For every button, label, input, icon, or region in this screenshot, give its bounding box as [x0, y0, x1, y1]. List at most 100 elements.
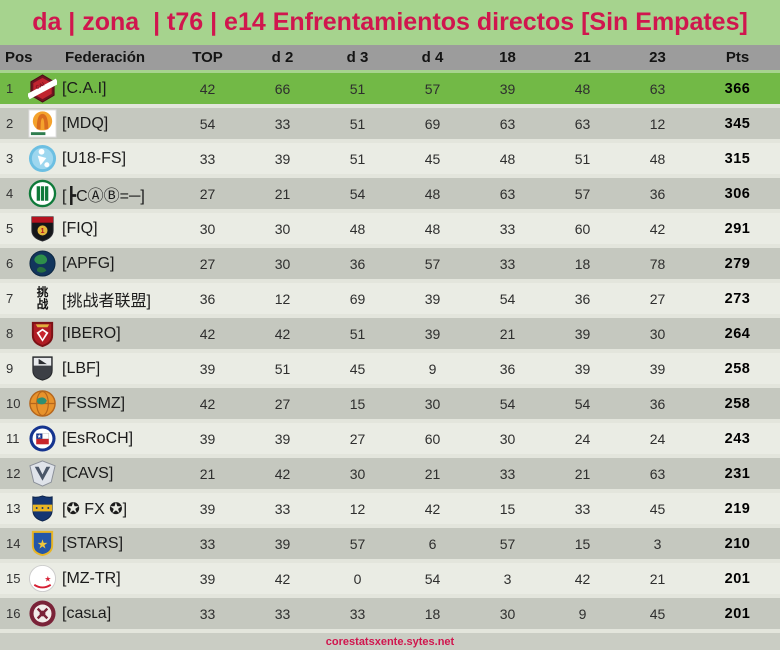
stat-cell: 21 — [199, 465, 216, 482]
table-row: 13 [✪ FX ✪] 39 33 12 42 15 33 45 219 — [0, 493, 780, 528]
stat-cell: 48 — [424, 220, 441, 237]
position-cell: 10 — [6, 396, 21, 411]
federation-name: [MDQ] — [62, 114, 109, 132]
footer-link[interactable]: corestatsxente.sytes.net — [325, 635, 455, 648]
stat-cell: 57 — [499, 535, 516, 552]
stat-cell: 54 — [424, 570, 441, 587]
points-cell: 201 — [724, 570, 751, 587]
federation-name: [U18-FS] — [62, 149, 127, 167]
stat-cell: 51 — [349, 115, 366, 132]
position-cell: 7 — [6, 291, 14, 306]
points-cell: 366 — [724, 80, 751, 97]
position-cell: 12 — [6, 466, 21, 481]
table-row: 12 [CAVS] 21 42 30 21 33 21 63 231 — [0, 458, 780, 493]
ibero-crest-icon — [24, 319, 60, 348]
stat-cell: 33 — [274, 605, 291, 622]
position-cell: 13 — [6, 501, 21, 516]
stat-cell: 48 — [499, 150, 516, 167]
federation-name: [┣CⒶⒷ=─] — [62, 187, 145, 205]
points-cell: 291 — [724, 220, 751, 237]
mdq-crest-icon — [24, 109, 60, 138]
chinese-seal-crest-icon: 挑战 — [24, 284, 60, 313]
stat-cell: 39 — [274, 430, 291, 447]
stat-cell: 45 — [349, 360, 366, 377]
stat-cell: 30 — [199, 220, 216, 237]
position-cell: 6 — [6, 256, 14, 271]
stat-cell: 12 — [274, 290, 291, 307]
stat-cell: 57 — [424, 255, 441, 272]
stat-cell: 60 — [424, 430, 441, 447]
fx-stars-crest-icon — [24, 494, 60, 523]
stat-cell: 15 — [499, 500, 516, 517]
cai-crest-icon: CAI — [24, 74, 60, 103]
col-header-top: TOP — [192, 49, 223, 66]
points-cell: 315 — [724, 150, 751, 167]
stat-cell: 57 — [574, 185, 591, 202]
esroch-crest-icon: ★ — [24, 424, 60, 453]
points-cell: 306 — [724, 185, 751, 202]
stat-cell: 30 — [499, 430, 516, 447]
stat-cell: 3 — [503, 570, 512, 587]
federation-name: [MZ-TR] — [62, 569, 121, 587]
stat-cell: 42 — [199, 395, 216, 412]
stat-cell: 63 — [649, 465, 666, 482]
stat-cell: 45 — [649, 500, 666, 517]
cavs-crest-icon — [24, 459, 60, 488]
stat-cell: 36 — [649, 185, 666, 202]
federation-name: [IBERO] — [62, 324, 121, 342]
table-row: 3 [U18-FS] 33 39 51 45 48 51 48 315 — [0, 143, 780, 178]
stat-cell: 42 — [274, 325, 291, 342]
stat-cell: 12 — [649, 115, 666, 132]
federation-name: [APFG] — [62, 254, 115, 272]
fssmz-crest-icon — [24, 389, 60, 418]
position-cell: 5 — [6, 221, 14, 236]
stat-cell: 63 — [649, 80, 666, 97]
table-row: 11 ★ [EsRoCH] 39 39 27 60 30 24 24 243 — [0, 423, 780, 458]
stat-cell: 30 — [274, 220, 291, 237]
stat-cell: 33 — [349, 605, 366, 622]
stat-cell: 15 — [574, 535, 591, 552]
stat-cell: 39 — [199, 360, 216, 377]
stat-cell: 51 — [349, 150, 366, 167]
stat-cell: 48 — [574, 80, 591, 97]
stat-cell: 12 — [349, 500, 366, 517]
stat-cell: 18 — [574, 255, 591, 272]
stat-cell: 45 — [424, 150, 441, 167]
stat-cell: 42 — [199, 325, 216, 342]
stat-cell: 30 — [424, 395, 441, 412]
stat-cell: 33 — [199, 535, 216, 552]
table-row: 7 挑战 [挑战者联盟] 36 12 69 39 54 36 27 273 — [0, 283, 780, 318]
stat-cell: 33 — [274, 115, 291, 132]
stat-cell: 15 — [349, 395, 366, 412]
svg-text:战: 战 — [36, 297, 48, 311]
standings-table: 1 CAI [C.A.I] 42 66 51 57 39 48 63 366 2 [MDQ] 54 33 51… — [0, 73, 780, 633]
stat-cell: 39 — [574, 360, 591, 377]
stat-cell: 51 — [574, 150, 591, 167]
stat-cell: 54 — [499, 395, 516, 412]
federation-name: [casʟa] — [62, 604, 112, 622]
federation-name: [LBF] — [62, 359, 101, 377]
points-cell: 201 — [724, 605, 751, 622]
stat-cell: 33 — [499, 255, 516, 272]
points-cell: 264 — [724, 325, 751, 342]
stat-cell: 33 — [574, 500, 591, 517]
casla-crest-icon — [24, 599, 60, 628]
table-row: 16 [casʟa] 33 33 33 18 30 9 45 201 — [0, 598, 780, 633]
stat-cell: 33 — [274, 500, 291, 517]
position-cell: 3 — [6, 151, 14, 166]
stat-cell: 33 — [499, 465, 516, 482]
stat-cell: 51 — [274, 360, 291, 377]
position-cell: 8 — [6, 326, 14, 341]
stat-cell: 33 — [199, 150, 216, 167]
stat-cell: 24 — [574, 430, 591, 447]
stat-cell: 63 — [499, 185, 516, 202]
position-cell: 4 — [6, 186, 14, 201]
federation-name: [✪ FX ✪] — [62, 500, 128, 518]
stat-cell: 42 — [199, 80, 216, 97]
col-header-d-3: d 3 — [346, 49, 369, 66]
green-stripes-crest-icon — [24, 179, 60, 208]
stat-cell: 21 — [649, 570, 666, 587]
points-cell: 273 — [724, 290, 751, 307]
position-cell: 16 — [6, 606, 21, 621]
table-row: 14 ★ [STARS] 33 39 57 6 57 15 3 210 — [0, 528, 780, 563]
